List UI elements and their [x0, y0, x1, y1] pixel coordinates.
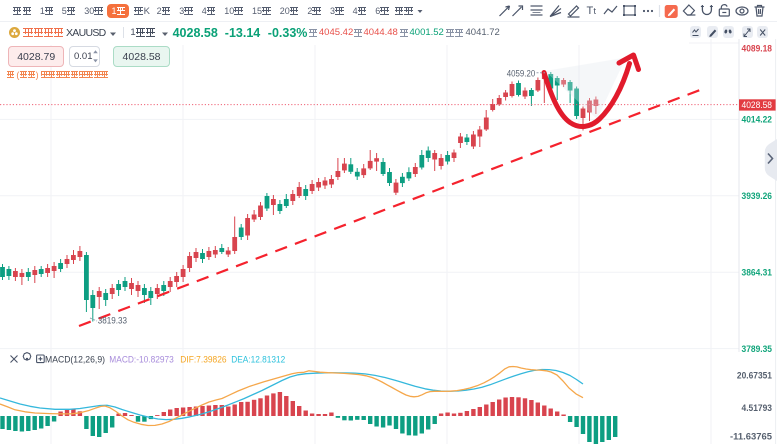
- svg-text:4.51793: 4.51793: [742, 403, 773, 413]
- svg-text:3939.26: 3939.26: [742, 191, 773, 201]
- svg-text:MACD:-10.82973: MACD:-10.82973: [109, 355, 174, 366]
- svg-text:4059.20: 4059.20: [507, 69, 535, 79]
- svg-text:DEA:12.81312: DEA:12.81312: [231, 355, 285, 366]
- svg-text:3864.31: 3864.31: [742, 267, 773, 277]
- svg-text:t: t: [594, 6, 597, 16]
- svg-text:3819.33: 3819.33: [98, 316, 127, 326]
- svg-text:3789.35: 3789.35: [742, 344, 773, 354]
- svg-text:MACD(12,26,9): MACD(12,26,9): [45, 355, 105, 366]
- svg-text:T: T: [587, 5, 594, 17]
- svg-text:4028.58: 4028.58: [742, 100, 773, 110]
- svg-text:4089.18: 4089.18: [742, 44, 773, 54]
- svg-text:-11.63765: -11.63765: [730, 432, 772, 442]
- svg-text:DIF:7.39826: DIF:7.39826: [180, 355, 226, 366]
- svg-text:20.67351: 20.67351: [737, 370, 772, 380]
- svg-text:4014.22: 4014.22: [742, 115, 773, 125]
